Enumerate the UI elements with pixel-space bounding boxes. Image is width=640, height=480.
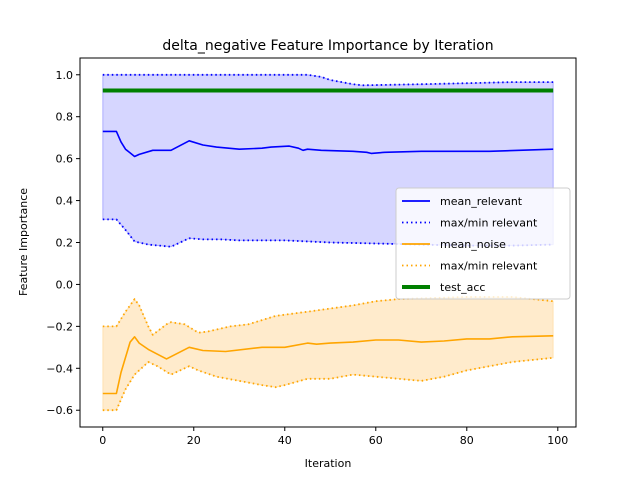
y-tick-label: 0.8 xyxy=(56,111,74,124)
y-tick-label: −0.2 xyxy=(46,320,73,333)
y-tick-label: 1.0 xyxy=(56,69,74,82)
relevant-max-line xyxy=(102,73,554,87)
x-tick-label: 20 xyxy=(187,434,201,447)
legend-box xyxy=(395,187,571,300)
y-tick-label: 0.0 xyxy=(56,278,74,291)
x-tick-label: 60 xyxy=(369,434,383,447)
y-tick-label: 0.4 xyxy=(56,195,74,208)
x-tick-label: 100 xyxy=(547,434,568,447)
x-tick-label: 40 xyxy=(278,434,292,447)
legend-label: mean_relevant xyxy=(440,195,523,208)
legend-label: max/min relevant xyxy=(440,260,538,273)
mean-noise-line xyxy=(102,335,554,395)
x-axis-label: Iteration xyxy=(305,457,352,470)
mean-relevant-line xyxy=(102,130,554,158)
noise-range-band xyxy=(102,296,554,411)
x-tick-label: 80 xyxy=(460,434,474,447)
y-tick-label: −0.4 xyxy=(46,362,73,375)
y-tick-label: −0.6 xyxy=(46,404,73,417)
noise-min-line xyxy=(102,356,554,412)
legend-label: mean_noise xyxy=(440,238,506,251)
y-axis-label: Feature Importance xyxy=(17,188,30,296)
legend-label: test_acc xyxy=(440,281,485,294)
y-tick-label: 0.6 xyxy=(56,153,74,166)
legend-label: max/min relevant xyxy=(440,217,538,230)
x-tick-label: 0 xyxy=(99,434,106,447)
chart-title: delta_negative Feature Importance by Ite… xyxy=(162,38,493,54)
y-tick-label: 0.2 xyxy=(56,237,74,250)
